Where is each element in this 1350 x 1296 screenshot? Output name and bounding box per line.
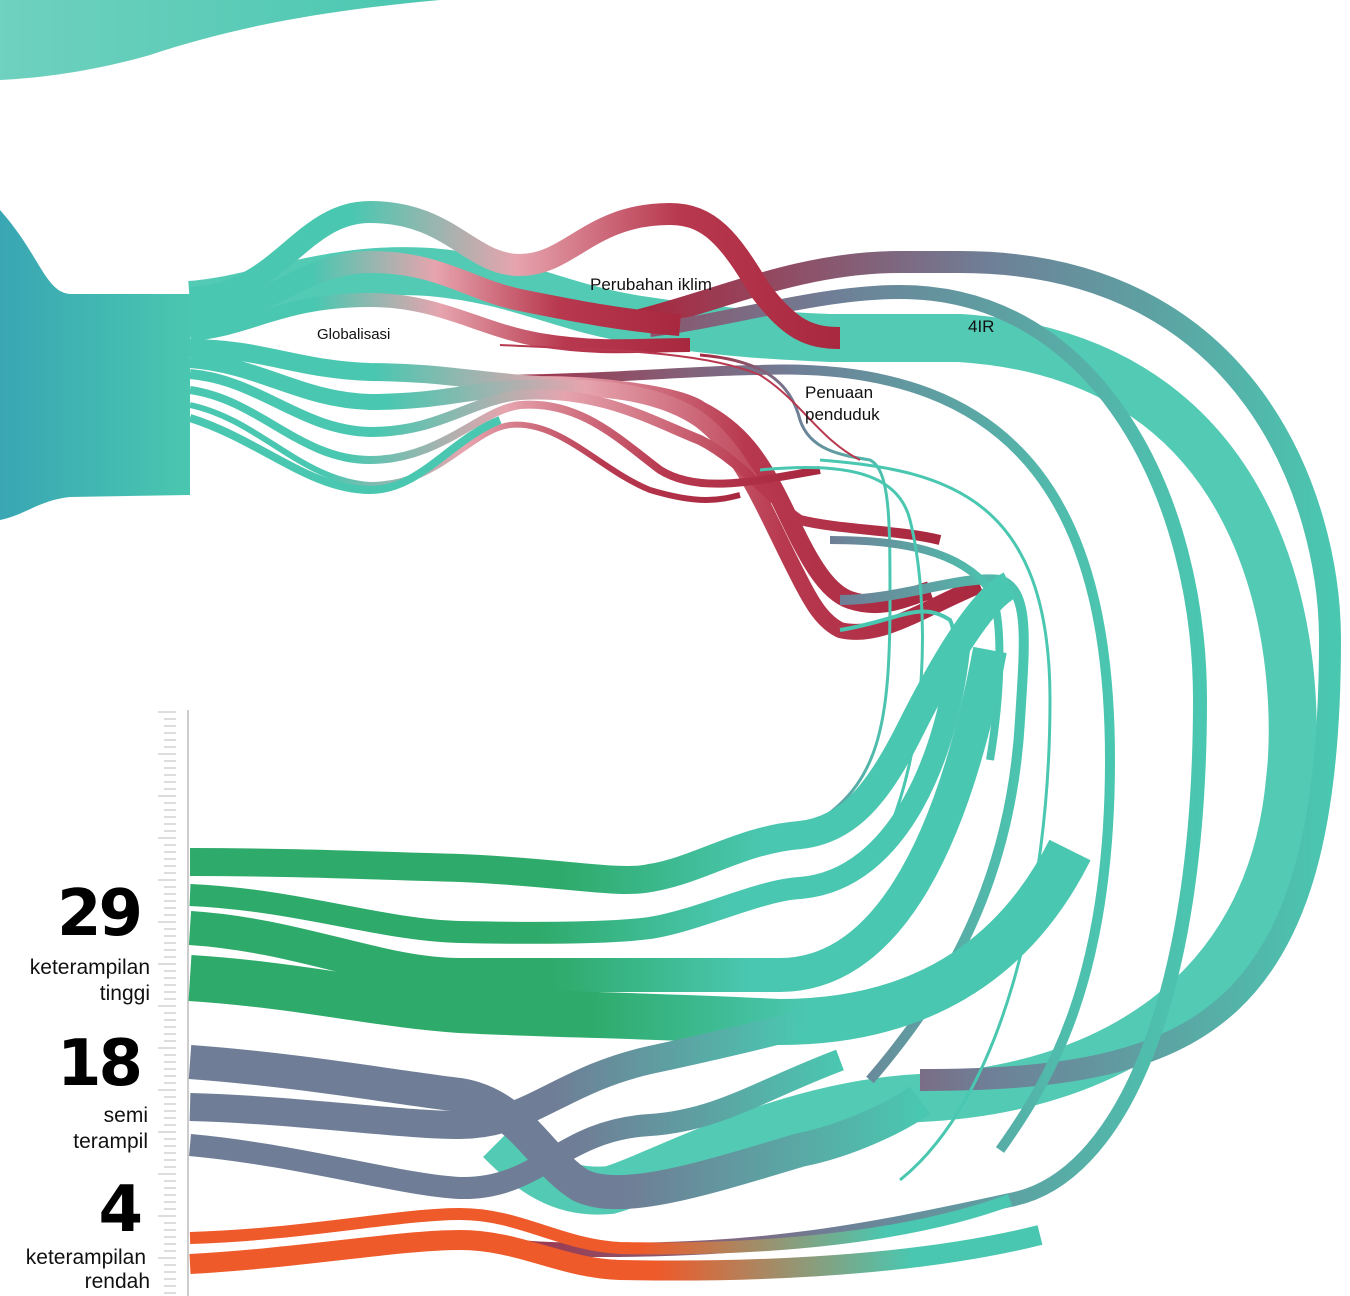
flow-semi-2 <box>189 1011 804 1140</box>
flow-low-2 <box>189 1225 1043 1281</box>
flow-low-1 <box>189 1194 1013 1255</box>
label-climate-change: Perubahan iklim <box>590 275 712 294</box>
low-skill-label-1: keterampilan <box>25 1246 146 1269</box>
semi-skilled-label-2: terampil <box>73 1130 148 1153</box>
label-aging-line2: penduduk <box>805 405 880 424</box>
flow-high-3 <box>188 646 1007 993</box>
axis <box>158 710 189 1296</box>
flow-glob-1 <box>189 200 841 349</box>
upper-flows <box>187 200 1342 1258</box>
label-4ir: 4IR <box>968 317 994 336</box>
flow-glob-8 <box>189 402 741 503</box>
flow-high-1 <box>189 572 1018 895</box>
flow-glob-3 <box>189 292 691 354</box>
semi-skilled-count: 18 <box>56 1027 143 1101</box>
low-skill-label-2: rendah <box>84 1270 150 1293</box>
flow-glob-9 <box>188 414 502 495</box>
flow-4ir-arc-outer <box>637 251 1342 1091</box>
source-node <box>0 210 190 520</box>
flow-climate-aging-2 <box>499 344 861 461</box>
flow-thin-2 <box>819 458 1052 1182</box>
flow-glob-2 <box>189 250 681 336</box>
high-skill-label-2: tinggi <box>99 982 150 1005</box>
flow-high-2 <box>189 639 971 944</box>
semi-skilled-label-1: semi <box>103 1104 148 1127</box>
flow-semi-3 <box>189 1049 844 1200</box>
low-skill-count: 4 <box>98 1173 143 1247</box>
flow-high-4 <box>188 839 1091 1046</box>
top-decorative-blob <box>0 0 440 80</box>
lower-flows <box>188 572 1091 1281</box>
high-skill-count: 29 <box>56 877 143 951</box>
flow-climate-aging <box>699 353 892 822</box>
flow-4ir-arc-3 <box>479 364 1116 1153</box>
high-skill-label-1: keterampilan <box>29 956 150 979</box>
flow-glob-7 <box>189 386 821 488</box>
flow-thin-1 <box>759 466 924 851</box>
label-aging-line1: Penuaan <box>805 383 873 402</box>
label-globalization: Globalisasi <box>317 326 390 343</box>
flow-semi-1 <box>188 1045 931 1210</box>
flow-glob-6 <box>189 369 942 545</box>
